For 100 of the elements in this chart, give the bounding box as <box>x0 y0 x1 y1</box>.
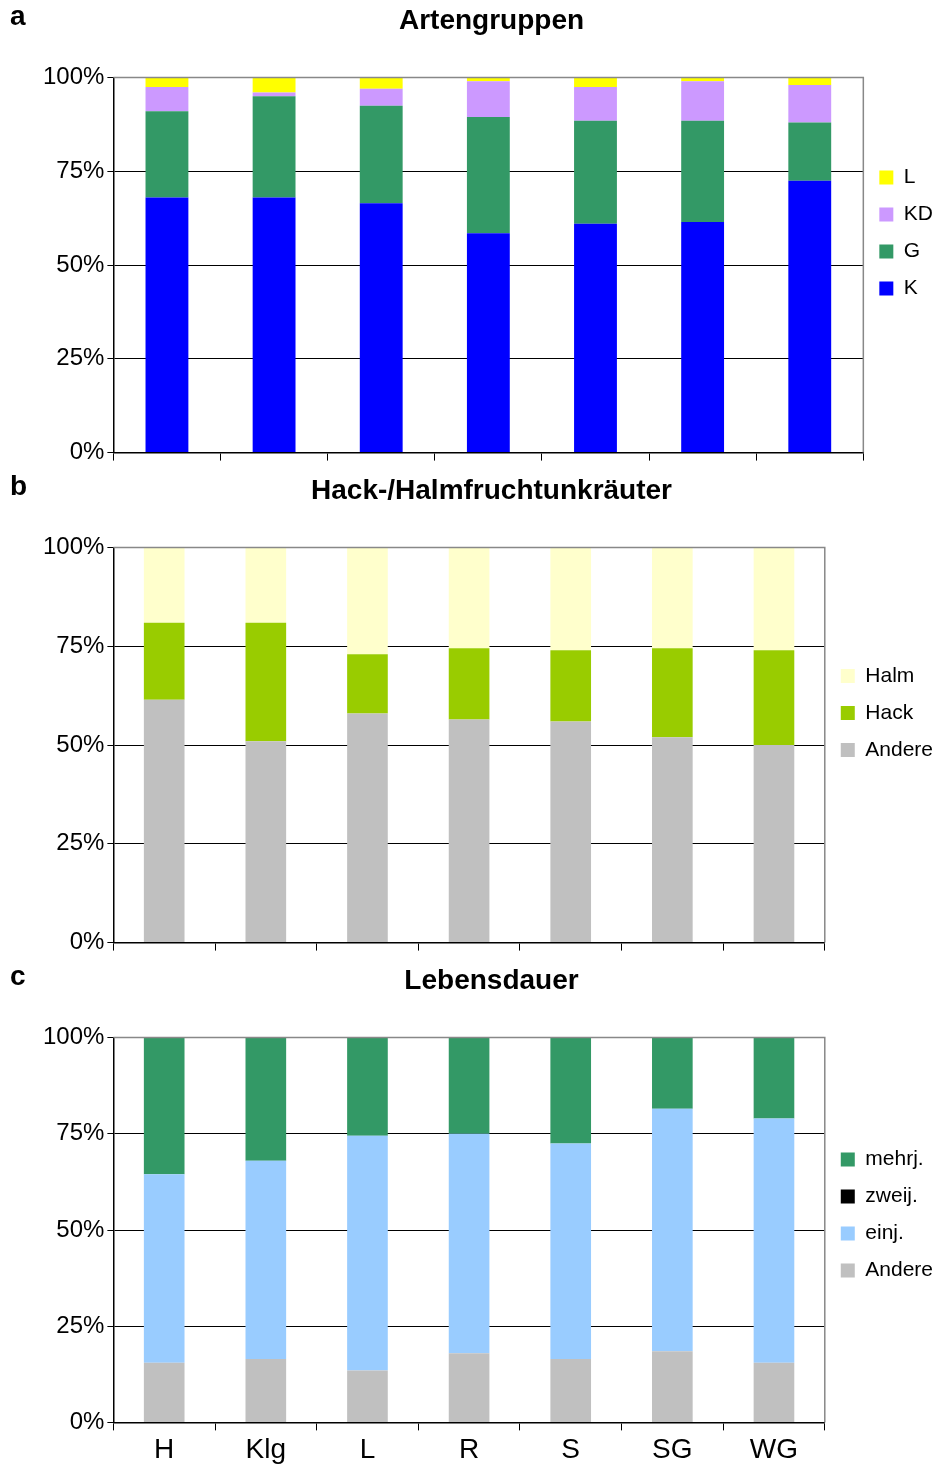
bar <box>652 547 693 649</box>
bar <box>347 713 388 943</box>
bar <box>574 77 617 87</box>
text: c <box>10 960 26 992</box>
bar <box>788 85 832 123</box>
bar <box>550 721 592 943</box>
x-tick-label: SG <box>652 1432 693 1464</box>
legend-label: KD <box>903 201 934 225</box>
bar <box>753 1118 795 1363</box>
bar <box>550 650 592 722</box>
bar <box>788 122 832 181</box>
x-tick-label: R <box>458 1432 480 1464</box>
bar <box>145 111 189 198</box>
bar <box>652 1037 693 1109</box>
bar <box>550 547 592 651</box>
bar <box>466 233 510 453</box>
bar <box>753 1037 795 1119</box>
chart-title: Lebensdauer <box>404 963 579 995</box>
bar <box>245 1037 287 1161</box>
text: b <box>10 470 28 502</box>
bar <box>448 648 490 720</box>
bar <box>448 1133 490 1354</box>
bar <box>574 120 617 224</box>
x-tick-label: WG <box>749 1432 799 1464</box>
legend-label: mehrj. <box>865 1146 924 1170</box>
bar <box>652 1108 693 1352</box>
bar <box>550 1358 592 1422</box>
y-tick-label: 50% <box>56 1214 105 1242</box>
bar <box>347 547 388 655</box>
text: a <box>10 0 26 32</box>
bar <box>448 719 490 943</box>
bar <box>550 1037 592 1144</box>
bar <box>753 745 795 943</box>
bar <box>652 648 693 738</box>
y-tick-label: 25% <box>56 343 105 371</box>
bar <box>143 1174 185 1363</box>
bar <box>245 1160 287 1359</box>
bar <box>143 1037 185 1175</box>
legend-label: G <box>903 238 921 262</box>
y-tick-label: 75% <box>56 1118 105 1146</box>
bar <box>245 547 287 623</box>
bar <box>753 1362 795 1422</box>
legend-label: L <box>903 164 916 188</box>
bar <box>347 1037 388 1136</box>
bar <box>252 197 296 453</box>
legend-label: Halm <box>865 662 915 686</box>
y-tick-label: 100% <box>42 1022 105 1050</box>
bar <box>681 221 725 453</box>
bar <box>143 547 185 623</box>
y-tick-label: 25% <box>56 828 105 856</box>
bar <box>550 1143 592 1359</box>
y-tick-label: 100% <box>42 62 105 90</box>
bar <box>574 86 617 121</box>
bar <box>145 77 189 87</box>
chart-title: Artengruppen <box>398 3 585 35</box>
bar <box>448 1353 490 1422</box>
bar <box>652 737 693 943</box>
bar <box>448 1037 490 1134</box>
bar <box>347 1370 388 1422</box>
legend-label: Andere <box>865 1257 933 1281</box>
legend-label: Hack <box>865 699 914 723</box>
y-tick-label: 25% <box>56 1310 105 1338</box>
bar <box>466 116 510 234</box>
y-tick-label: 75% <box>56 155 105 183</box>
bar <box>252 77 296 93</box>
bar <box>245 1358 287 1422</box>
bar <box>788 180 832 453</box>
bar <box>143 699 185 943</box>
y-tick-label: 0% <box>69 927 105 955</box>
y-tick-label: 0% <box>69 437 105 465</box>
bar <box>347 654 388 714</box>
bar <box>359 88 403 106</box>
y-tick-label: 0% <box>69 1407 105 1435</box>
bar <box>466 81 510 117</box>
chart-title: Hack-/Halmfruchtunkräuter <box>311 473 673 505</box>
bar <box>753 650 795 746</box>
bar <box>753 547 795 651</box>
y-tick-label: 50% <box>56 729 105 757</box>
y-tick-label: 100% <box>42 532 105 560</box>
bar <box>359 77 403 89</box>
bar <box>652 1351 693 1422</box>
bar <box>788 77 832 86</box>
bar <box>145 86 189 112</box>
x-tick-label: L <box>359 1432 376 1464</box>
y-tick-label: 50% <box>56 249 105 277</box>
bar <box>252 96 296 198</box>
x-tick-label: S <box>561 1432 581 1464</box>
bar <box>574 223 617 453</box>
bar <box>448 547 490 649</box>
x-tick-label: H <box>154 1432 175 1464</box>
legend-label: Andere <box>865 736 933 760</box>
bar <box>347 1135 388 1371</box>
y-tick-label: 75% <box>56 630 105 658</box>
bar <box>143 622 185 700</box>
bar <box>681 120 725 222</box>
legend-label: einj. <box>865 1220 904 1244</box>
x-tick-label: Klg <box>245 1432 287 1464</box>
bar <box>245 741 287 943</box>
bar <box>245 622 287 742</box>
legend-label: K <box>903 275 918 299</box>
